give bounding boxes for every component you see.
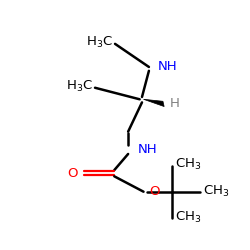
Text: CH$_3$: CH$_3$	[175, 210, 202, 226]
Text: H: H	[170, 97, 179, 110]
Text: NH: NH	[158, 60, 178, 74]
Text: H$_3$C: H$_3$C	[66, 79, 93, 94]
Text: NH: NH	[137, 143, 157, 156]
Text: O: O	[150, 185, 160, 198]
Text: H$_3$C: H$_3$C	[86, 35, 113, 50]
Text: CH$_3$: CH$_3$	[175, 157, 202, 172]
Polygon shape	[144, 99, 164, 106]
Text: CH$_3$: CH$_3$	[203, 184, 229, 199]
Text: O: O	[68, 167, 78, 180]
